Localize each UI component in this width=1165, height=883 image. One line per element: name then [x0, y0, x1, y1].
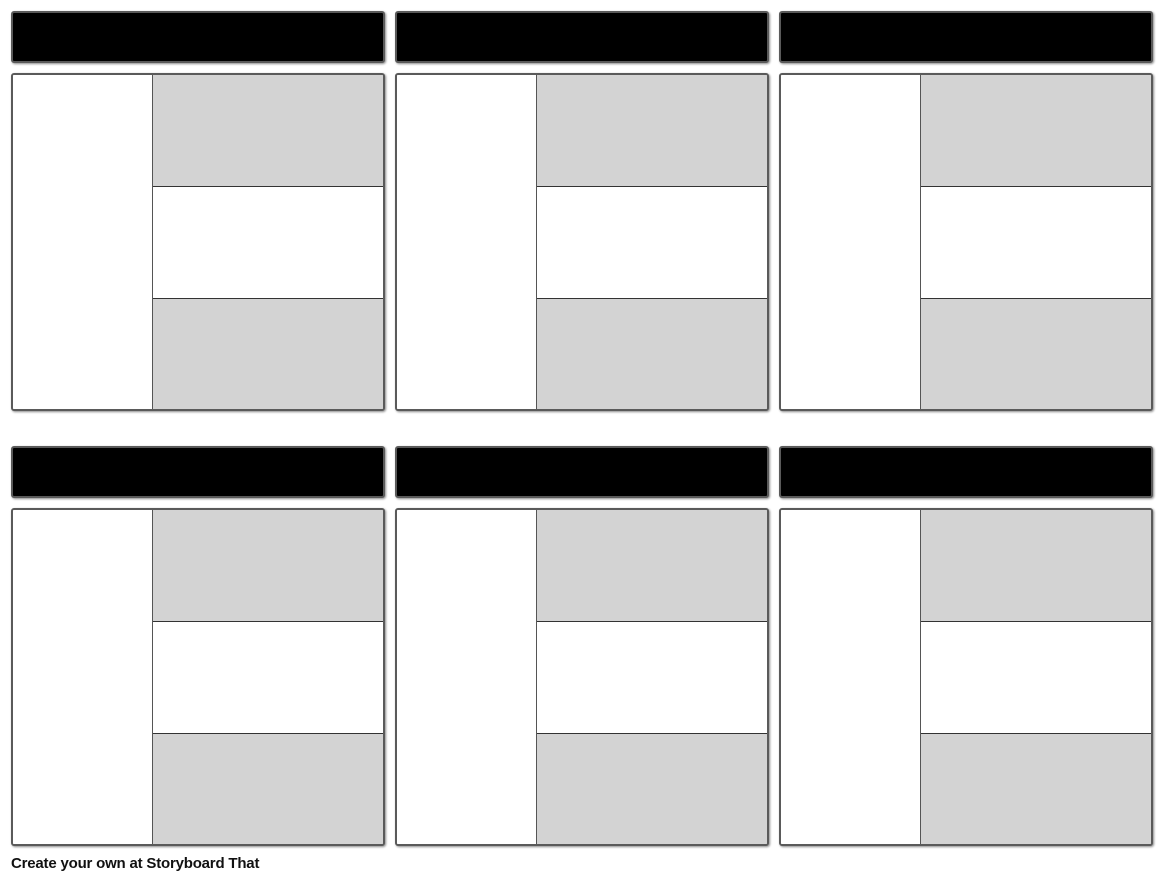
row — [537, 75, 767, 187]
cell-title-bar[interactable] — [11, 11, 385, 63]
footer-link[interactable]: Create your own at Storyboard That — [11, 855, 260, 872]
cell-title-bar[interactable] — [779, 11, 1153, 63]
cell-panel[interactable] — [779, 508, 1153, 846]
image-area — [781, 510, 921, 844]
row — [537, 299, 767, 409]
image-area — [13, 75, 153, 409]
cell-panel[interactable] — [11, 508, 385, 846]
cell-panel[interactable] — [395, 508, 769, 846]
row — [921, 187, 1151, 299]
row — [921, 734, 1151, 844]
row — [537, 734, 767, 844]
cell-panel[interactable] — [395, 73, 769, 411]
image-area — [781, 75, 921, 409]
cell-title-bar[interactable] — [395, 446, 769, 498]
row — [921, 299, 1151, 409]
row — [153, 187, 383, 299]
cell-panel[interactable] — [11, 73, 385, 411]
cell-title-bar[interactable] — [11, 446, 385, 498]
row — [153, 622, 383, 734]
row — [921, 510, 1151, 622]
row — [153, 75, 383, 187]
row — [537, 622, 767, 734]
cell-title-bar[interactable] — [779, 446, 1153, 498]
row — [153, 510, 383, 622]
image-area — [397, 75, 537, 409]
row — [921, 75, 1151, 187]
row — [537, 510, 767, 622]
row — [153, 734, 383, 844]
cell-title-bar[interactable] — [395, 11, 769, 63]
image-area — [397, 510, 537, 844]
row — [537, 187, 767, 299]
row — [153, 299, 383, 409]
cell-panel[interactable] — [779, 73, 1153, 411]
row — [921, 622, 1151, 734]
image-area — [13, 510, 153, 844]
